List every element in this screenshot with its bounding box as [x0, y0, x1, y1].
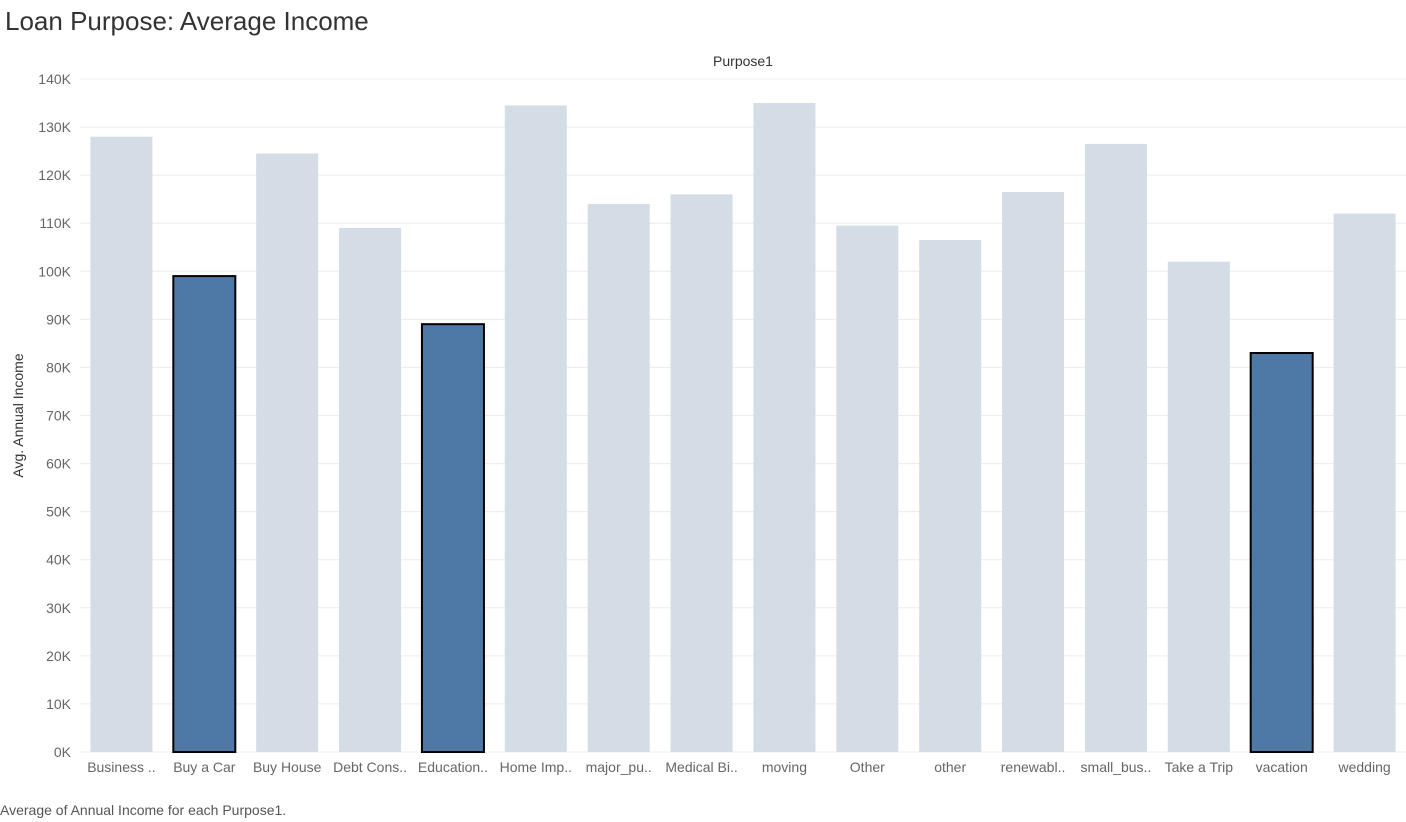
y-tick-label: 50K — [46, 504, 72, 520]
y-tick-label: 10K — [46, 696, 72, 712]
bar-major-pu[interactable] — [587, 203, 650, 752]
bar-moving[interactable] — [753, 103, 816, 753]
bars — [90, 103, 1396, 753]
bar-home-imp[interactable] — [504, 105, 567, 753]
y-tick-label: 40K — [46, 552, 72, 568]
x-tick-label: Medical Bi.. — [665, 759, 737, 775]
bar-other[interactable] — [919, 240, 982, 752]
y-tick-label: 100K — [38, 263, 71, 279]
y-tick-label: 20K — [46, 648, 72, 664]
bar-renewabl[interactable] — [1002, 191, 1065, 753]
y-tick-label: 30K — [46, 600, 72, 616]
bar-vacation[interactable] — [1249, 352, 1314, 753]
x-tick-label: Other — [850, 759, 885, 775]
y-tick-label: 120K — [38, 167, 71, 183]
y-axis-ticks: 0K 10K 20K 30K 40K 50K 60K 70K 80K 90K 100K 110K 120… — [38, 71, 71, 760]
x-tick-label: Take a Trip — [1165, 759, 1234, 775]
bar-other[interactable] — [836, 225, 899, 752]
bar-take-a-trip[interactable] — [1167, 261, 1230, 752]
y-tick-label: 70K — [46, 408, 72, 424]
x-tick-label: Buy a Car — [173, 759, 236, 775]
bar-business[interactable] — [90, 136, 153, 752]
bar-debt-cons[interactable] — [339, 228, 402, 752]
y-tick-label: 0K — [54, 744, 72, 760]
bar-buy-a-car[interactable] — [172, 275, 237, 753]
x-tick-label: Home Imp.. — [500, 759, 572, 775]
bar-medical-bi[interactable] — [670, 194, 733, 752]
x-tick-label: Buy House — [253, 759, 322, 775]
x-tick-label: vacation — [1256, 759, 1308, 775]
x-tick-label: Debt Cons.. — [333, 759, 407, 775]
x-tick-label: Business .. — [87, 759, 155, 775]
column-header: Purpose1 — [713, 53, 773, 69]
x-tick-label: wedding — [1337, 759, 1390, 775]
y-tick-label: 140K — [38, 71, 71, 87]
bar-wedding[interactable] — [1333, 213, 1396, 753]
chart-title: Loan Purpose: Average Income — [5, 6, 369, 36]
x-tick-label: major_pu.. — [586, 759, 652, 775]
y-tick-label: 110K — [39, 215, 71, 231]
y-tick-label: 90K — [46, 311, 72, 327]
x-tick-label: renewabl.. — [1001, 759, 1066, 775]
x-tick-label: other — [934, 759, 966, 775]
chart-caption: Average of Annual Income for each Purpos… — [0, 802, 287, 818]
x-axis-labels: Business .. Buy a Car Buy House Debt Cons..… — [87, 759, 1390, 775]
y-tick-label: 80K — [46, 359, 72, 375]
y-axis-title: Avg. Annual Income — [10, 353, 26, 477]
x-tick-label: moving — [762, 759, 807, 775]
bar-education[interactable] — [420, 323, 485, 753]
bar-small-bus[interactable] — [1084, 143, 1147, 752]
x-tick-label: Education.. — [418, 759, 488, 775]
bar-chart: 0K 10K 20K 30K 40K 50K 60K 70K 80K 90K 100K 110K 120… — [10, 53, 1406, 775]
y-tick-label: 60K — [46, 456, 72, 472]
bar-buy-house[interactable] — [256, 153, 319, 752]
y-tick-label: 130K — [38, 119, 71, 135]
x-tick-label: small_bus.. — [1081, 759, 1152, 775]
